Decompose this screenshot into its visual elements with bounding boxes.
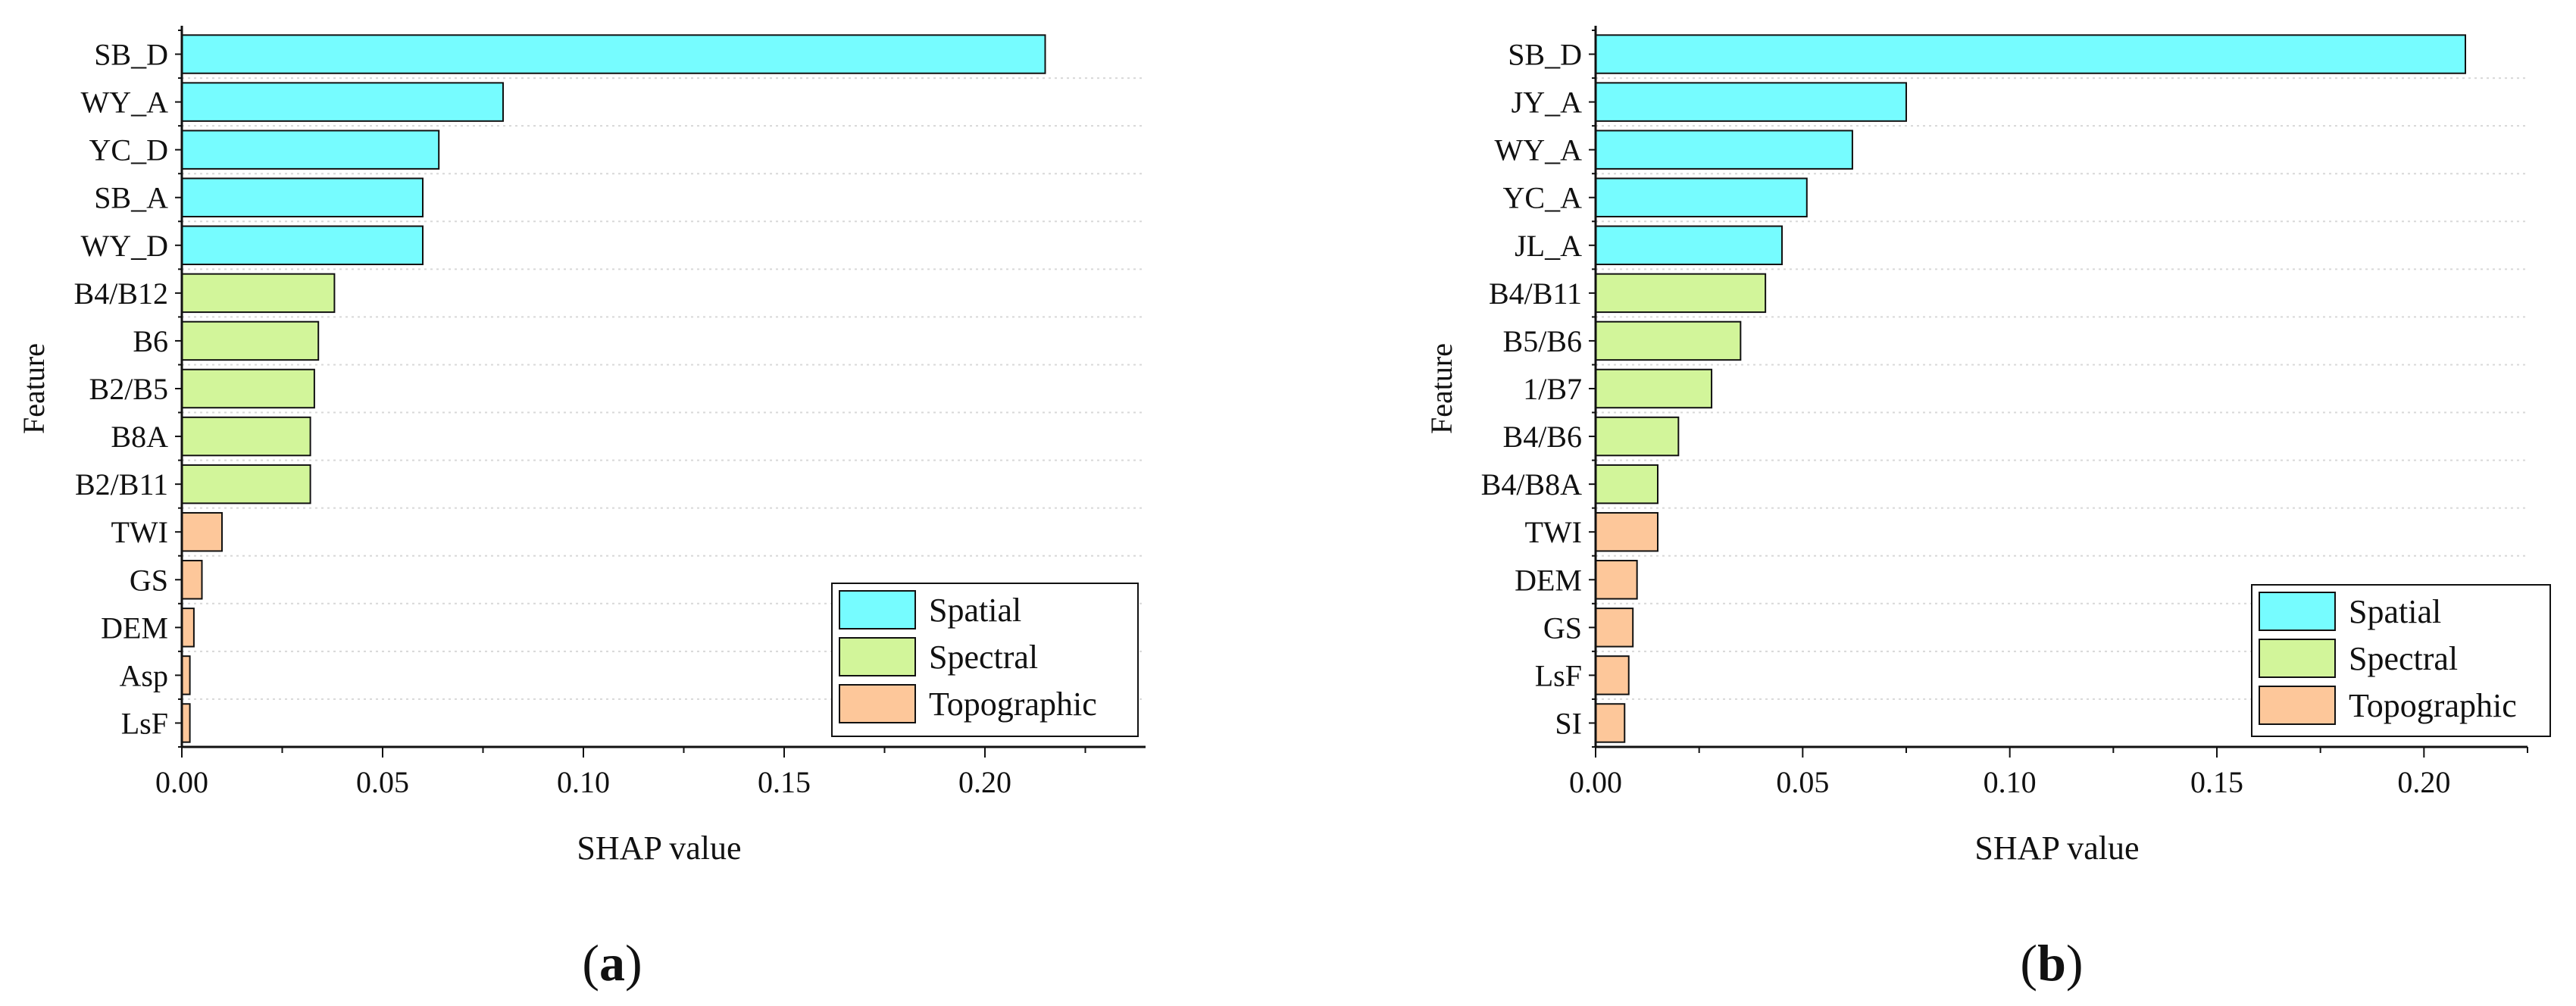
legend-label-topographic: Topographic: [929, 686, 1097, 723]
bar-b4-b8a: [1595, 464, 1658, 505]
y-tick-label: LsF: [1535, 658, 1582, 692]
y-tick-label: YC_A: [1503, 181, 1583, 215]
y-tick-label: WY_D: [80, 229, 168, 263]
y-tick-label: B4/B8A: [1481, 467, 1582, 501]
bar-si: [1595, 703, 1626, 743]
y-tick-label: LsF: [121, 706, 168, 740]
bar-yc-d: [181, 130, 440, 170]
x-tick-label: 0.15: [2190, 765, 2243, 799]
legend-label-spectral: Spectral: [2349, 640, 2458, 677]
bar-jl-a: [1595, 225, 1783, 266]
legend: Spatial Spectral Topographic: [831, 583, 1139, 737]
y-tick-label: TWI: [1524, 515, 1582, 549]
bar-sb-d: [181, 34, 1046, 74]
y-tick-label: Asp: [120, 658, 168, 692]
legend: Spatial Spectral Topographic: [2251, 584, 2551, 737]
bar-b4-b11: [1595, 273, 1767, 314]
y-tick-label: TWI: [111, 515, 168, 549]
legend-label-spectral: Spectral: [929, 639, 1038, 676]
legend-swatch-spectral: [2259, 639, 2336, 678]
y-tick-label: B5/B6: [1503, 324, 1582, 358]
legend-swatch-spectral: [839, 637, 916, 676]
y-axis-label: Feature: [17, 343, 51, 434]
legend-swatch-topographic: [839, 684, 916, 723]
bar-lsf: [181, 703, 191, 743]
bar-b5-b6: [1595, 320, 1742, 361]
x-tick-label: 0.15: [758, 765, 811, 799]
y-tick-label: B2/B5: [89, 372, 168, 406]
bar-jy-a: [1595, 82, 1907, 122]
x-tick-label: 0.10: [1984, 765, 2037, 799]
x-tick-label: 0.00: [155, 765, 208, 799]
x-tick-label: 0.10: [557, 765, 610, 799]
bar-b6: [181, 320, 320, 361]
bar-twi: [181, 511, 223, 552]
y-tick-label: B8A: [111, 420, 168, 454]
x-tick-label: 0.20: [958, 765, 1011, 799]
y-tick-label: YC_D: [89, 133, 168, 167]
panel-label: (a): [582, 934, 642, 992]
panel-label: (b): [2020, 934, 2083, 992]
x-axis-label: SHAP value: [577, 829, 741, 867]
legend-label-spatial: Spatial: [2349, 593, 2441, 630]
y-tick-label: SB_D: [1508, 38, 1582, 72]
legend-swatch-spatial: [2259, 592, 2336, 631]
bar-dem: [181, 608, 195, 648]
bar-b2-b5: [181, 368, 315, 409]
legend-swatch-spatial: [839, 590, 916, 630]
legend-label-topographic: Topographic: [2349, 687, 2517, 724]
y-tick-label: B6: [133, 324, 168, 358]
x-tick-label: 0.05: [1776, 765, 1829, 799]
y-tick-label: WY_A: [80, 86, 168, 120]
y-tick-label: B4/B6: [1503, 420, 1582, 454]
y-tick-label: SB_D: [94, 38, 168, 72]
bar-b8a: [181, 416, 311, 457]
bar-1-b7: [1595, 368, 1713, 409]
bar-gs: [181, 560, 203, 600]
y-tick-label: GS: [130, 563, 168, 597]
panel-b: SB_D JY_A WY_A YC_A JL_A B4/B11 B5/B6 1/B7 B4/B6…: [1424, 26, 2551, 992]
bar-sb-d: [1595, 34, 2466, 74]
x-tick-label: 0.00: [1569, 765, 1622, 799]
bar-twi: [1595, 511, 1658, 552]
y-tick-label: SB_A: [94, 181, 168, 215]
x-tick-label: 0.20: [2397, 765, 2450, 799]
bar-wy-a: [1595, 130, 1853, 170]
y-tick-label: JY_A: [1512, 86, 1582, 120]
y-tick-label: DEM: [101, 611, 168, 645]
bar-asp: [181, 655, 191, 695]
x-axis-label: SHAP value: [1974, 829, 2139, 867]
bar-dem: [1595, 560, 1638, 600]
y-tick-label: GS: [1543, 611, 1582, 645]
bar-lsf: [1595, 655, 1630, 695]
y-tick-label: B4/B11: [1489, 276, 1582, 311]
y-axis-label: Feature: [1424, 343, 1458, 434]
y-tick-label: B2/B11: [75, 467, 168, 501]
y-tick-label: DEM: [1515, 563, 1582, 597]
bar-gs: [1595, 608, 1634, 648]
x-tick-label: 0.05: [356, 765, 409, 799]
panel-a: SB_D WY_A YC_D SB_A WY_D B4/B12 B6 B2/B5 B8A B2/B…: [17, 26, 1146, 992]
panel-label-letter: a: [599, 934, 625, 992]
bar-b2-b11: [181, 464, 311, 505]
bar-yc-a: [1595, 177, 1808, 217]
y-tick-label: JL_A: [1515, 229, 1582, 263]
y-tick-label: SI: [1555, 706, 1582, 740]
bar-b4-b12: [181, 273, 336, 314]
y-tick-label: 1/B7: [1523, 372, 1582, 406]
legend-swatch-topographic: [2259, 686, 2336, 725]
panel-label-letter: b: [2037, 934, 2066, 992]
y-tick-label: WY_A: [1494, 133, 1582, 167]
legend-label-spatial: Spatial: [929, 592, 1021, 629]
bar-wy-d: [181, 225, 424, 266]
bar-sb-a: [181, 177, 424, 217]
y-tick-label: B4/B12: [74, 276, 168, 311]
bar-wy-a: [181, 82, 504, 122]
bar-b4-b6: [1595, 416, 1680, 457]
